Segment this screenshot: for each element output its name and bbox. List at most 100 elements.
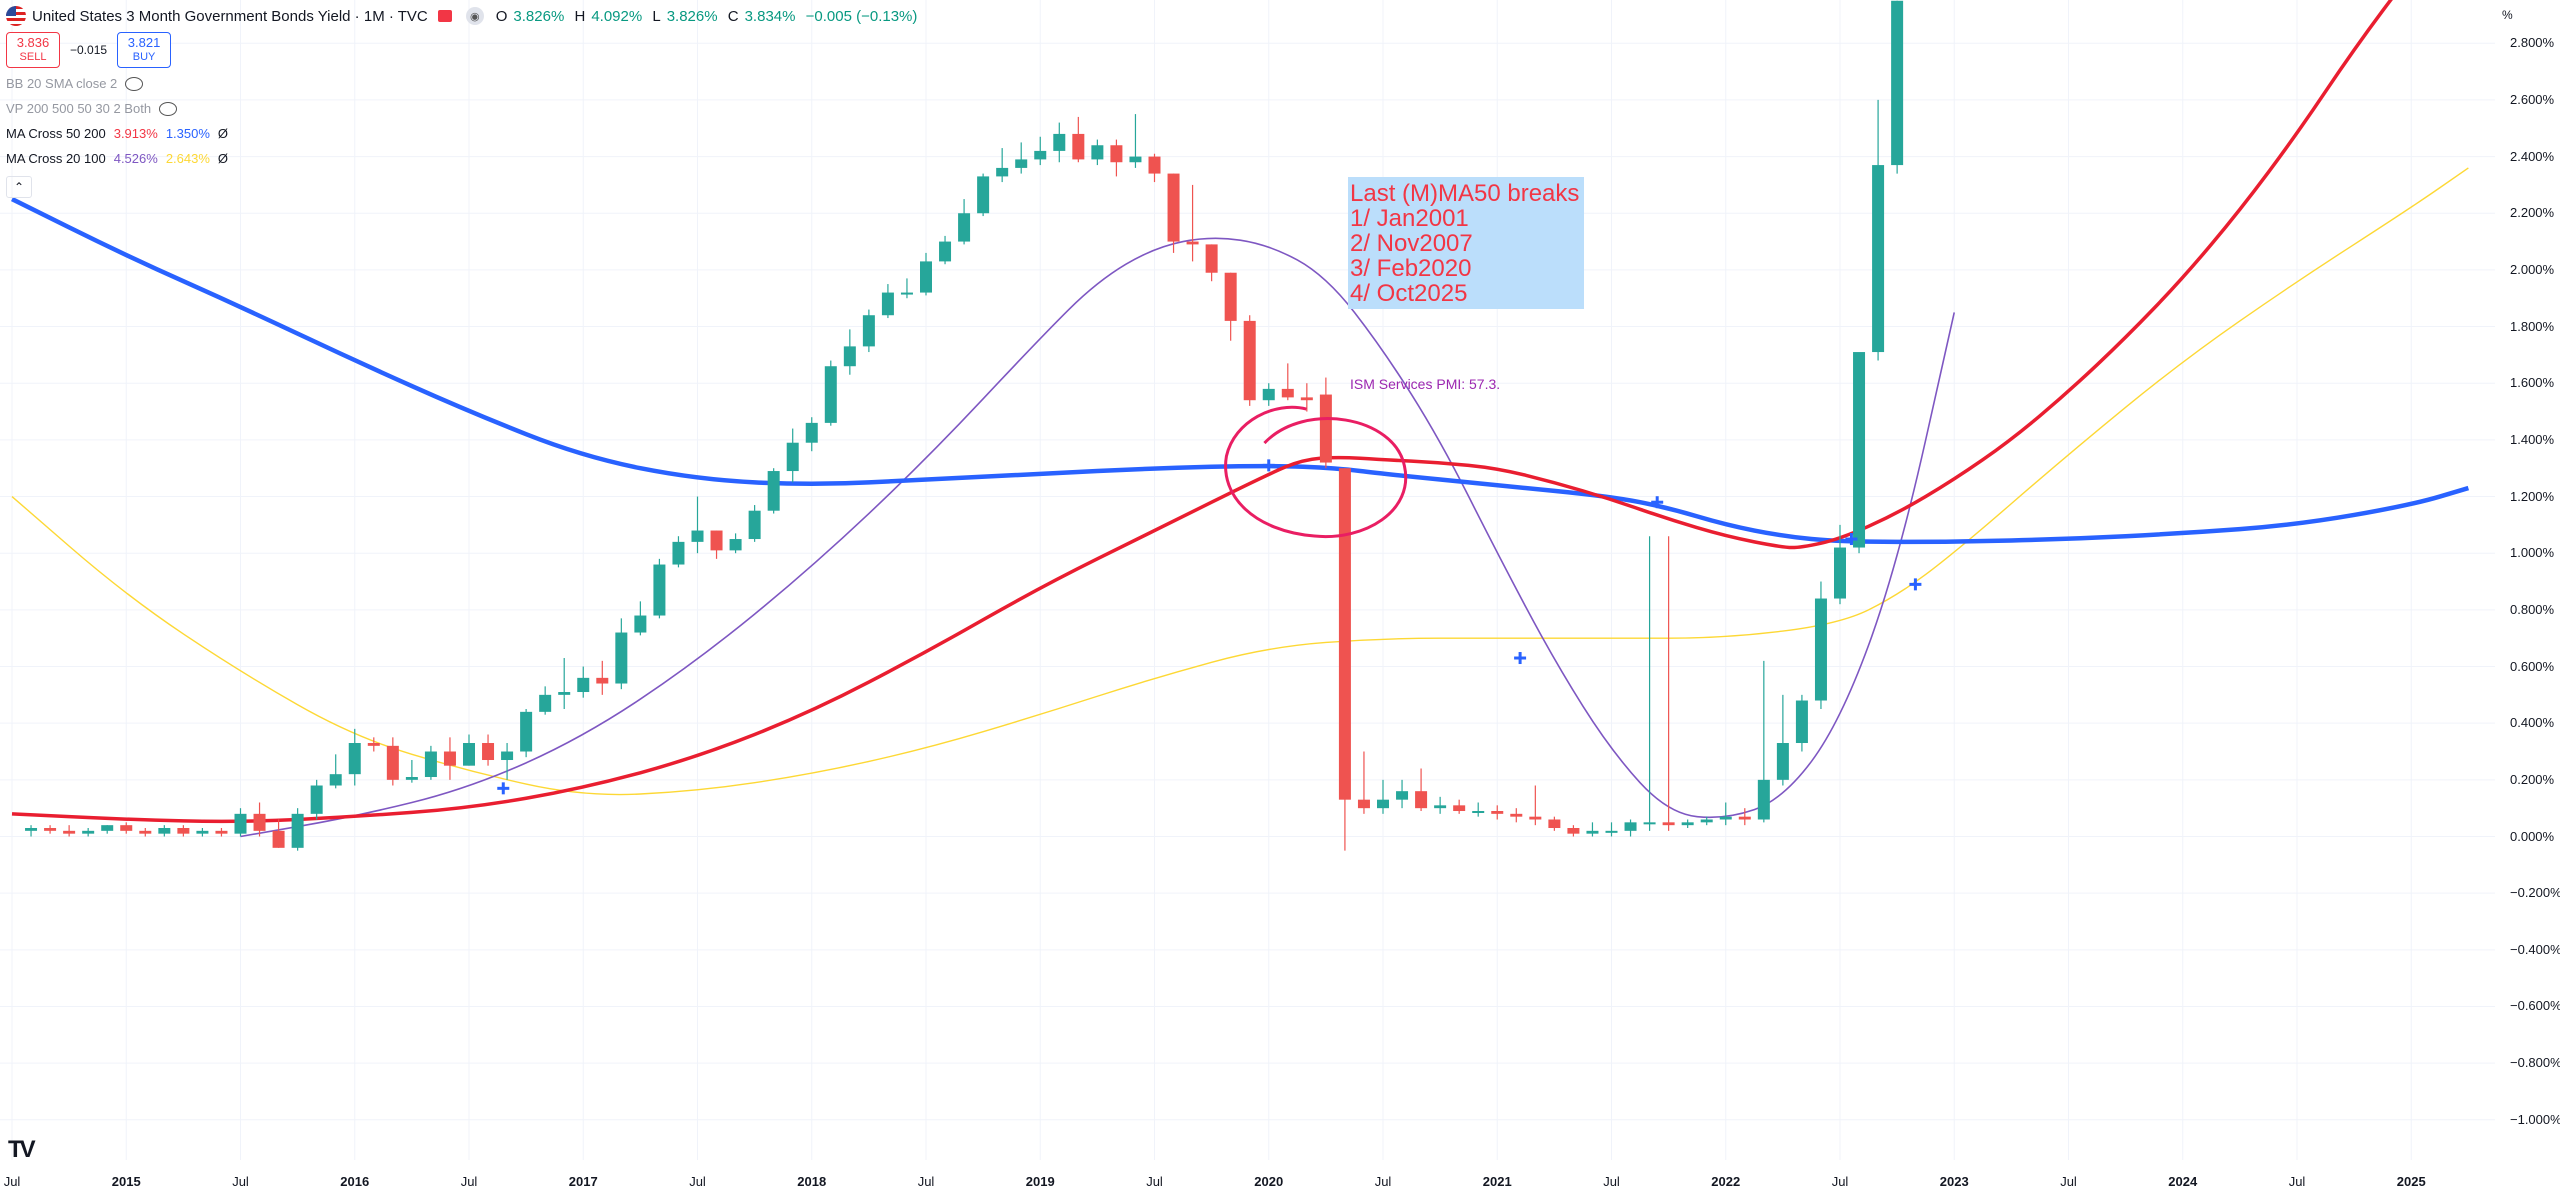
candle-body [1243, 320, 1256, 401]
x-tick-label: 2020 [1254, 1174, 1284, 1189]
tradingview-logo[interactable]: TV [8, 1136, 36, 1163]
visibility-icon[interactable]: ◉ [465, 7, 484, 25]
candle-body [44, 828, 57, 831]
candle-body [443, 751, 456, 766]
candle-body [482, 743, 495, 761]
x-tick-label: 2024 [2168, 1174, 2198, 1189]
candle-body [291, 813, 304, 848]
candle-body [1072, 133, 1085, 160]
candle-body [1377, 799, 1389, 809]
indicator-bb[interactable]: BB 20 SMA close 2 [6, 76, 144, 91]
candle-body [196, 830, 209, 834]
candle-body [405, 777, 418, 780]
candle [1814, 581, 1827, 710]
buy-button[interactable]: 3.821 BUY [117, 32, 172, 68]
sell-button[interactable]: 3.836 SELL [6, 32, 60, 68]
candle [272, 819, 285, 848]
cross-marker [1514, 652, 1527, 665]
candle-body [215, 830, 228, 834]
hidden-eye-icon[interactable] [159, 101, 178, 116]
candle [520, 709, 533, 758]
candle-body [101, 825, 114, 831]
low-label: L [652, 7, 661, 25]
candle [463, 734, 475, 766]
y-tick-label: 2.000% [2510, 261, 2555, 277]
candle [1205, 244, 1218, 282]
annotation-line: Last (M)MA50 breaks [1350, 180, 1580, 207]
indicator-vp[interactable]: VP 200 500 50 30 2 Both [6, 101, 178, 116]
symbol-title[interactable]: United States 3 Month Government Bonds Y… [32, 7, 428, 25]
candle-body [1262, 388, 1275, 401]
candle-body [539, 694, 552, 712]
candle-body [177, 828, 190, 834]
candle-body [310, 785, 323, 814]
indicator-ma-cross-20-100[interactable]: MA Cross 20 100 4.526% 2.643% Ø [6, 151, 228, 166]
high-label: H [574, 7, 586, 25]
buy-label: BUY [132, 51, 156, 63]
candle-body [1872, 165, 1885, 353]
candle-body [1453, 805, 1466, 812]
candle-body [1205, 244, 1218, 273]
candle-body [1586, 830, 1599, 834]
candle-body [748, 510, 761, 540]
x-tick-label: Jul [2288, 1174, 2306, 1189]
trade-panel: 3.836 SELL −0.015 3.821 BUY [6, 32, 172, 68]
flag-marker-icon[interactable] [437, 10, 452, 22]
indicator-ma-cross-50-200[interactable]: MA Cross 50 200 3.913% 1.350% Ø [6, 126, 228, 141]
ma100-value: 2.643% [165, 151, 210, 166]
candle-body [1091, 145, 1104, 160]
candle [1510, 808, 1523, 823]
candle [1453, 799, 1466, 814]
y-tick-label: 1.600% [2510, 375, 2555, 391]
collapse-legend-button[interactable]: ⌃ [6, 176, 32, 198]
candle-body [1167, 173, 1180, 242]
indicator-ma20-100-name: MA Cross 20 100 [6, 151, 106, 166]
candle-body [1015, 159, 1028, 168]
x-tick-label: 2021 [1482, 1174, 1512, 1189]
candle-body [1491, 811, 1504, 814]
candle-body [1529, 816, 1542, 820]
candle [1072, 116, 1085, 163]
candle-body [767, 471, 780, 511]
candle [539, 686, 552, 715]
candle-body [386, 745, 399, 780]
hidden-eye-icon[interactable] [125, 76, 144, 91]
candle [996, 148, 1009, 183]
ma-line-ma-cross-20 [240, 237, 1956, 838]
candle [120, 822, 133, 834]
candle-body [1396, 791, 1409, 800]
candle [443, 737, 456, 780]
annotation-note[interactable]: Last (M)MA50 breaks 1/ Jan2001 2/ Nov200… [1348, 177, 1584, 309]
low-value: 3.826% [666, 7, 718, 25]
change-value: −0.005 (−0.13%) [805, 7, 918, 25]
candle [1872, 99, 1885, 361]
candle [729, 533, 742, 554]
candle-body [463, 743, 475, 766]
candle-body [1795, 700, 1808, 744]
candle [1338, 468, 1351, 851]
candle [1281, 363, 1294, 401]
candle [615, 618, 628, 690]
candle [215, 828, 228, 837]
candle-body [634, 615, 647, 633]
candle [1300, 383, 1313, 412]
candle [482, 734, 495, 766]
candle [44, 825, 57, 834]
candle-body [843, 346, 856, 367]
candle-body [329, 774, 342, 786]
candle-body [158, 828, 171, 834]
x-tick-label: Jul [460, 1174, 478, 1189]
candle-body [63, 830, 76, 834]
x-tick-label: 2016 [340, 1174, 370, 1189]
candle [63, 825, 76, 837]
y-tick-label: 2.600% [2510, 91, 2555, 107]
indicator-bb-name: BB 20 SMA close 2 [6, 76, 118, 91]
x-tick-label: Jul [3, 1174, 21, 1189]
ma50-value: 3.913% [113, 126, 158, 141]
candle [1757, 660, 1770, 823]
candle-body [1757, 779, 1770, 820]
candle [234, 808, 247, 837]
cross-marker [1262, 459, 1275, 472]
candle [329, 754, 342, 789]
